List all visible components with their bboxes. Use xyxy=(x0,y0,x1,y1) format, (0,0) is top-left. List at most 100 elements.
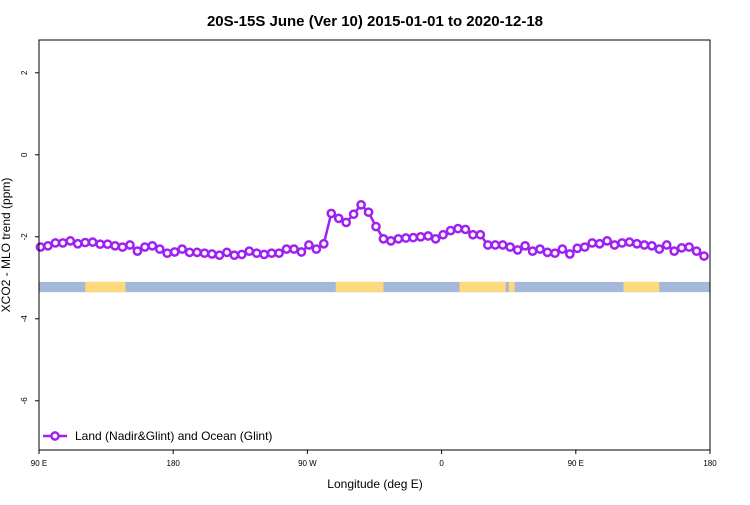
data-point xyxy=(468,229,478,240)
data-point xyxy=(251,248,262,259)
data-point xyxy=(691,246,702,256)
data-point xyxy=(35,242,46,252)
data-point xyxy=(289,244,299,254)
data-point xyxy=(50,238,61,248)
data-point xyxy=(58,238,68,248)
data-point xyxy=(609,240,620,250)
data-point xyxy=(236,249,247,260)
data-point xyxy=(125,240,135,250)
data-point xyxy=(229,250,240,261)
data-point xyxy=(326,208,337,219)
data-point xyxy=(244,246,255,256)
data-point xyxy=(65,236,76,246)
data-point xyxy=(311,244,322,254)
data-point xyxy=(154,244,165,254)
data-point xyxy=(594,238,605,249)
data-point xyxy=(646,240,657,251)
data-point xyxy=(490,240,501,250)
data-point xyxy=(110,240,120,251)
y-tick-label: 0 xyxy=(20,152,29,157)
data-point xyxy=(579,242,590,252)
data-point xyxy=(542,247,553,258)
y-tick-label: 2 xyxy=(20,70,29,75)
data-point xyxy=(371,221,381,232)
data-point xyxy=(400,233,411,243)
land-segment xyxy=(85,281,126,293)
data-point xyxy=(497,240,508,250)
x-tick-label: 90 E xyxy=(568,459,584,468)
data-point xyxy=(304,240,314,250)
y-tick-label: -6 xyxy=(20,397,29,405)
x-tick-label: 180 xyxy=(167,459,181,468)
data-point xyxy=(460,224,471,235)
data-point xyxy=(348,209,359,220)
data-point xyxy=(386,236,396,246)
data-point xyxy=(117,242,128,252)
data-point xyxy=(132,246,143,256)
data-point xyxy=(177,244,187,254)
data-point xyxy=(684,242,694,252)
data-point xyxy=(266,248,277,259)
data-point xyxy=(661,240,672,250)
data-point xyxy=(676,243,687,253)
data-point xyxy=(445,225,456,236)
y-tick-label: -2 xyxy=(20,233,29,241)
data-point xyxy=(80,237,91,248)
x-tick-label: 0 xyxy=(439,459,444,468)
data-point xyxy=(318,238,329,249)
data-point xyxy=(415,231,426,242)
land-segment xyxy=(459,281,506,293)
data-point xyxy=(617,238,627,248)
data-point xyxy=(408,232,419,243)
data-point xyxy=(72,238,83,249)
x-tick-label: 90 W xyxy=(298,459,317,468)
data-point xyxy=(632,238,642,249)
data-point xyxy=(356,199,366,210)
data-point xyxy=(147,240,158,251)
data-point xyxy=(564,249,575,259)
data-point xyxy=(378,234,389,244)
data-point xyxy=(587,238,598,248)
data-point xyxy=(699,251,709,261)
land-segment xyxy=(623,281,660,293)
x-tick-label: 180 xyxy=(703,459,717,468)
y-tick-label: -4 xyxy=(20,315,29,323)
data-point xyxy=(438,229,448,240)
data-point xyxy=(520,240,530,251)
data-point xyxy=(333,213,344,224)
data-point xyxy=(624,237,635,247)
data-point xyxy=(512,245,523,255)
land-segment xyxy=(508,281,515,293)
data-point xyxy=(639,240,650,250)
data-point xyxy=(341,217,352,228)
data-point xyxy=(281,244,292,254)
data-point xyxy=(527,246,538,256)
legend-label: Land (Nadir&Glint) and Ocean (Glint) xyxy=(75,429,272,443)
plot-frame xyxy=(38,39,711,451)
data-point xyxy=(87,237,98,247)
legend-marker xyxy=(50,431,60,441)
data-point xyxy=(602,236,612,246)
data-point xyxy=(453,223,463,234)
data-point xyxy=(482,240,493,250)
chart-title: 20S-15S June (Ver 10) 2015-01-01 to 2020… xyxy=(207,13,543,30)
data-point xyxy=(140,242,150,252)
data-point xyxy=(259,249,270,260)
data-point xyxy=(654,244,665,254)
data-point xyxy=(274,248,284,259)
x-tick-label: 90 E xyxy=(31,459,47,468)
data-point xyxy=(199,248,210,259)
data-point xyxy=(363,207,374,218)
data-point xyxy=(430,234,441,244)
data-point xyxy=(393,234,404,244)
data-point xyxy=(214,250,225,261)
data-point xyxy=(535,244,545,254)
y-axis-label: XCO2 - MLO trend (ppm) xyxy=(0,178,13,313)
data-point xyxy=(95,239,105,250)
data-point xyxy=(162,248,173,259)
land-segment xyxy=(335,281,384,293)
x-axis-label: Longitude (deg E) xyxy=(327,477,422,491)
data-point xyxy=(192,247,202,258)
data-point xyxy=(222,247,232,258)
